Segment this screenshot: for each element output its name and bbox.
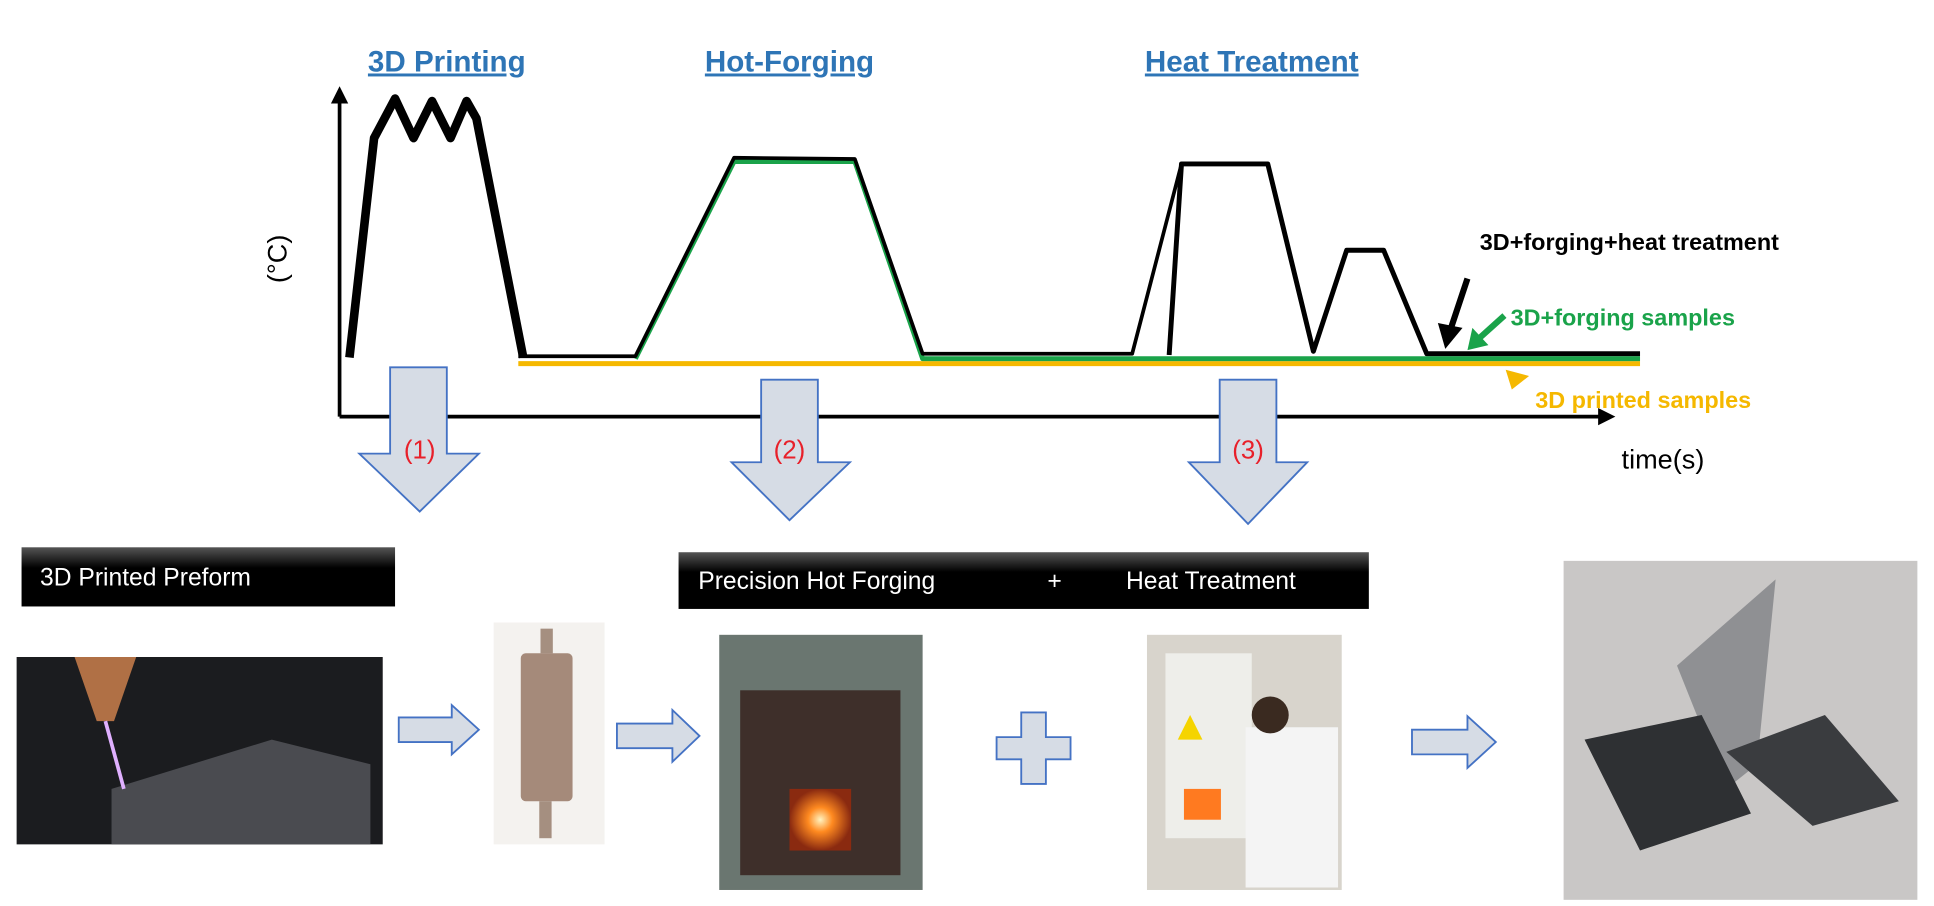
pointer-arrow-black bbox=[1447, 277, 1471, 332]
photo-printed-preform bbox=[493, 622, 605, 845]
preform-label: 3D Printed Preform bbox=[40, 565, 251, 592]
step-label-1: (1) bbox=[404, 437, 436, 465]
photo-heat-treatment-furnace bbox=[1146, 634, 1342, 890]
curve-3d-printing-segment bbox=[345, 94, 528, 359]
x-axis-label: time(s) bbox=[1622, 443, 1705, 474]
y-axis-label: (°C) bbox=[262, 235, 293, 283]
legend-label-forging-samples: 3D+forging samples bbox=[1511, 304, 1735, 330]
right-arrow-3 bbox=[1411, 714, 1498, 771]
photo-3d-printing-nozzle bbox=[16, 657, 383, 845]
process-label-plus: + bbox=[1047, 568, 1061, 595]
down-arrow-1: (1) bbox=[357, 366, 482, 513]
right-arrow-1 bbox=[397, 702, 481, 757]
step-label-2: (2) bbox=[774, 437, 806, 465]
process-label-heat: Heat Treatment bbox=[1126, 568, 1296, 595]
x-axis-arrowhead bbox=[1598, 408, 1616, 426]
curve-common-base bbox=[518, 155, 1184, 359]
down-arrow-3: (3) bbox=[1186, 378, 1310, 526]
stage-title-hot-forging: Hot-Forging bbox=[705, 45, 874, 78]
label-box-preform: 3D Printed Preform bbox=[21, 547, 396, 607]
label-box-process: Precision Hot Forging + Heat Treatment bbox=[678, 552, 1369, 609]
right-arrow-2 bbox=[616, 707, 701, 764]
legend-label-full-process: 3D+forging+heat treatment bbox=[1480, 229, 1779, 255]
pointer-arrowhead-yellow bbox=[1505, 369, 1530, 390]
curve-3d-forging-heat bbox=[1166, 161, 1641, 357]
axes: (°C) time(s) bbox=[262, 86, 1705, 474]
legend-label-printed-samples: 3D printed samples bbox=[1535, 387, 1751, 413]
step-label-3: (3) bbox=[1232, 437, 1264, 465]
stage-title-3d-printing: 3D Printing bbox=[368, 45, 526, 78]
plus-icon bbox=[995, 711, 1072, 785]
photo-finished-blades bbox=[1563, 560, 1918, 900]
pointer-arrowhead-green bbox=[1467, 327, 1489, 351]
pointer-arrowhead-black bbox=[1437, 322, 1463, 349]
pointer-arrow-green bbox=[1477, 313, 1507, 341]
y-axis-arrowhead bbox=[330, 86, 349, 104]
down-arrow-2: (2) bbox=[729, 378, 853, 522]
stage-title-heat-treatment: Heat Treatment bbox=[1145, 45, 1359, 78]
process-label-forging: Precision Hot Forging bbox=[698, 568, 935, 595]
photo-forging-press bbox=[719, 634, 923, 890]
